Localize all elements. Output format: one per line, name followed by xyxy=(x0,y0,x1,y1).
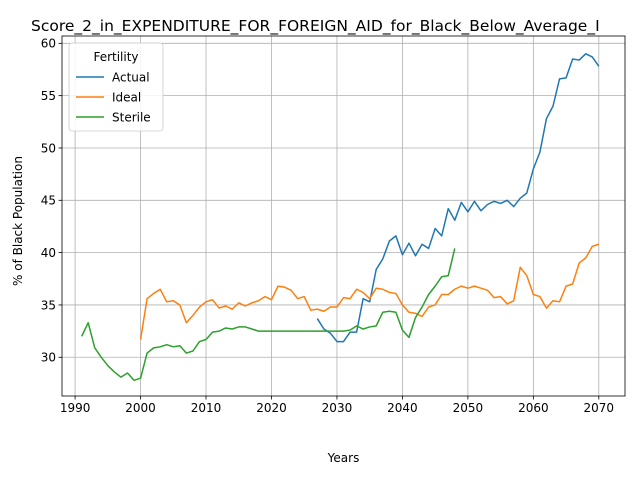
grid xyxy=(62,36,625,396)
legend-box xyxy=(68,42,164,132)
legend-entry-sterile: Sterile xyxy=(76,110,151,124)
axis-ticks: 1990 2000 2010 2020 2030 2040 2050 2060 2070 30 35… xyxy=(41,37,614,415)
y-tick-label: 60 xyxy=(41,37,56,51)
plot-area-frame xyxy=(61,35,626,397)
y-tick-label: 50 xyxy=(41,141,56,155)
legend-entry-actual: Actual xyxy=(76,70,150,84)
chart-title: Score_2_in_EXPENDITURE_FOR_FOREIGN_AID_f… xyxy=(31,17,600,36)
y-axis-label: % of Black Population xyxy=(11,156,25,286)
y-tick-label: 30 xyxy=(41,351,56,365)
x-tick-label: 2020 xyxy=(256,401,287,415)
x-tick-label: 2060 xyxy=(518,401,549,415)
y-tick-label: 55 xyxy=(41,89,56,103)
y-tick-label: 40 xyxy=(41,246,56,260)
legend-entries: Actual Ideal Sterile xyxy=(76,70,151,124)
legend-title: Fertility xyxy=(93,50,138,64)
x-tick-label: 1990 xyxy=(60,401,91,415)
y-tick-label: 35 xyxy=(41,298,56,312)
legend-label-sterile: Sterile xyxy=(112,110,151,124)
legend: Fertility Actual Ideal Sterile xyxy=(68,42,164,132)
y-tick-label: 45 xyxy=(41,194,56,208)
x-axis-label: Years xyxy=(327,451,360,465)
x-tick-label: 2050 xyxy=(453,401,484,415)
x-tick-label: 2010 xyxy=(191,401,222,415)
series-line-actual xyxy=(316,53,600,343)
x-tick-label: 2000 xyxy=(125,401,156,415)
legend-entry-ideal: Ideal xyxy=(76,90,141,104)
series-line-sterile xyxy=(80,248,456,382)
x-tick-label: 2070 xyxy=(584,401,615,415)
legend-label-actual: Actual xyxy=(112,70,150,84)
x-tick-label: 2040 xyxy=(387,401,418,415)
series-line-ideal xyxy=(139,243,600,340)
x-tick-label: 2030 xyxy=(322,401,353,415)
legend-label-ideal: Ideal xyxy=(112,90,141,104)
series-lines xyxy=(80,53,600,382)
